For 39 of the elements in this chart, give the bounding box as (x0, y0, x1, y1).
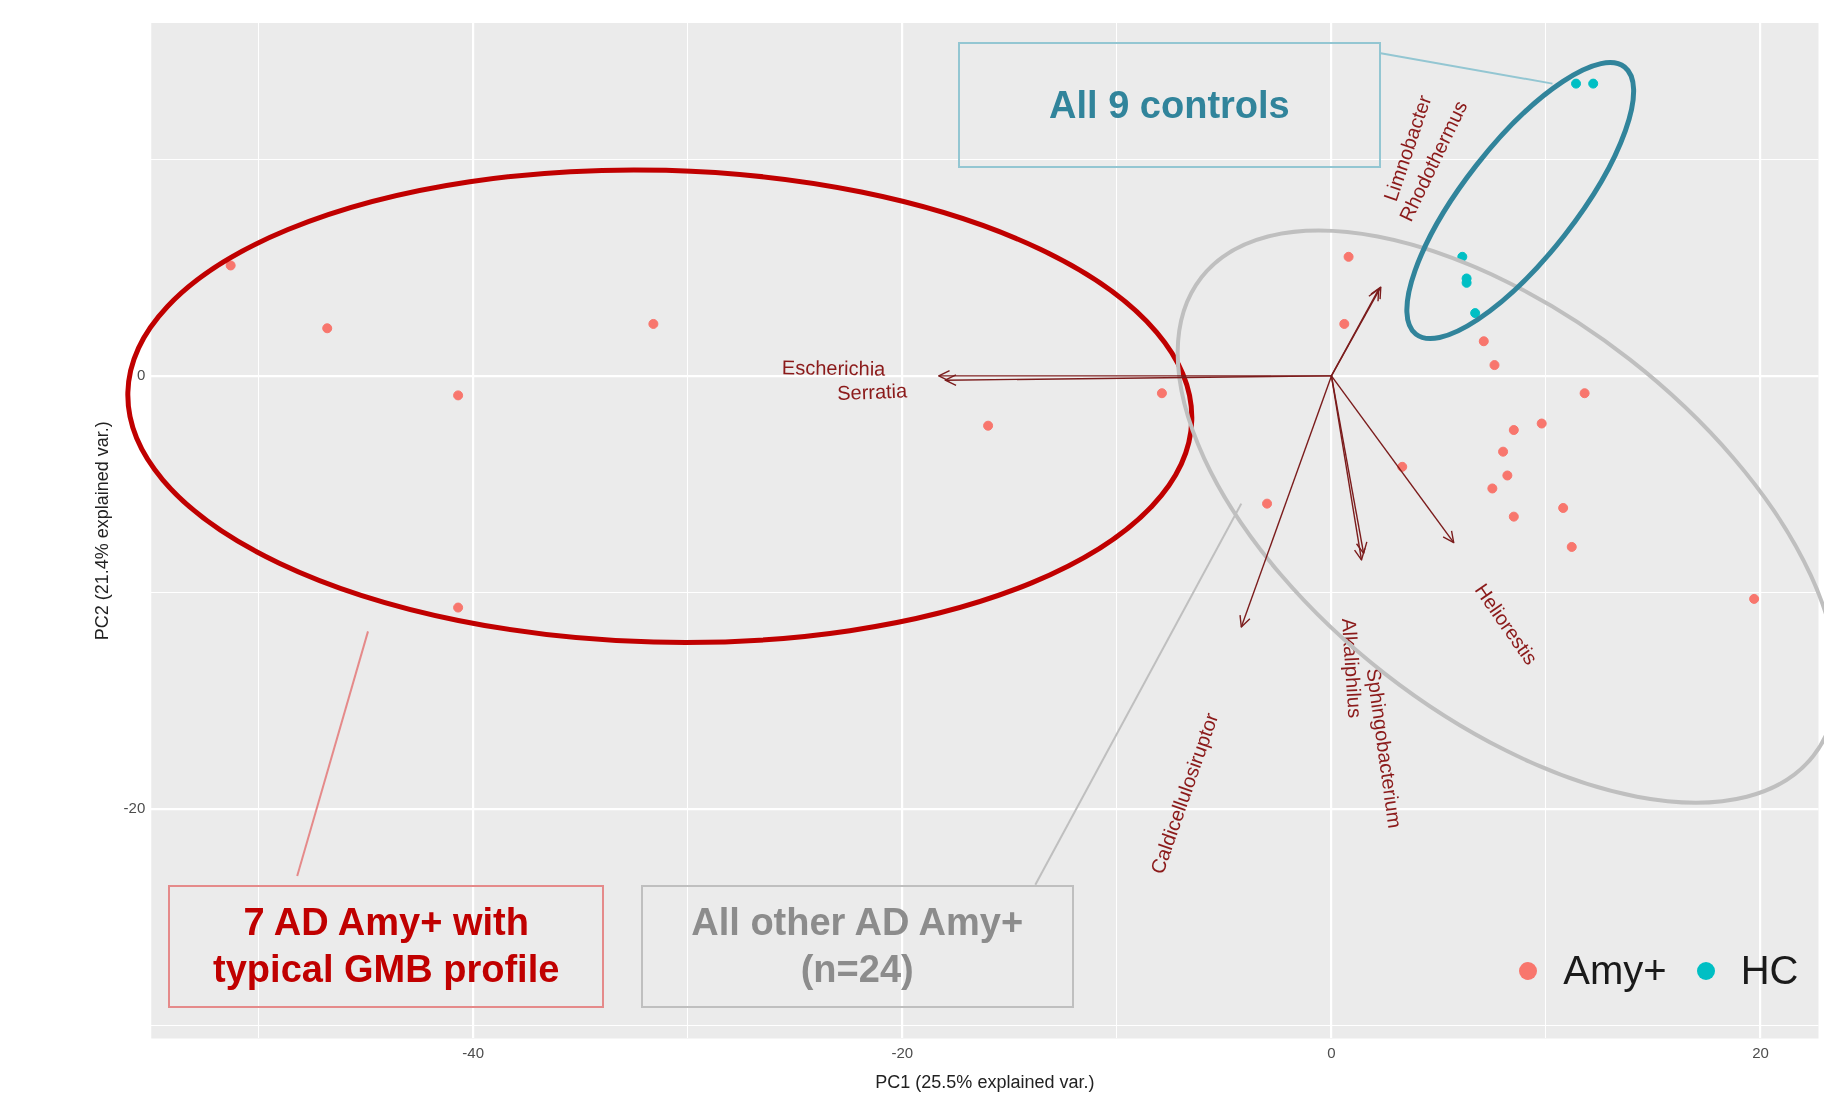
point (1536, 418, 1547, 429)
annotation: 7 AD Amy+ with typical GMB profile (212, 899, 561, 993)
y-axis-title: PC2 (21.4% explained var.) (91, 421, 112, 641)
annotation: All 9 controls (1049, 82, 1290, 128)
point (1579, 388, 1590, 399)
annotation: All other AD Amy+ (n=24) (690, 899, 1025, 993)
point (1498, 446, 1509, 457)
legend-label: HC (1740, 948, 1799, 994)
point (1566, 541, 1577, 552)
legend-label: Amy+ (1563, 948, 1667, 994)
point (1508, 425, 1519, 436)
point (1749, 593, 1760, 604)
x-axis-title: PC1 (25.5% explained var.) (875, 1072, 1095, 1093)
point (1588, 78, 1599, 89)
point (1470, 308, 1481, 319)
point (1508, 511, 1519, 522)
point (1339, 318, 1350, 329)
point (1343, 251, 1354, 262)
annotation: Serratia (836, 379, 909, 405)
point (1502, 470, 1513, 481)
x-tick-label: 0 (1327, 1043, 1336, 1061)
point (1397, 461, 1408, 472)
point (983, 420, 994, 431)
point (453, 602, 464, 613)
point (1558, 502, 1569, 513)
point (1478, 336, 1489, 347)
point (322, 323, 333, 334)
annotation: Escherichia (781, 356, 887, 380)
x-tick-label: 20 (1752, 1043, 1769, 1061)
point (1156, 388, 1167, 399)
point (1487, 483, 1498, 494)
point (453, 390, 464, 401)
x-tick-label: -40 (462, 1043, 484, 1061)
point (648, 318, 659, 329)
point (225, 260, 236, 271)
x-tick-label: -20 (891, 1043, 914, 1061)
point (1571, 78, 1582, 89)
point (1262, 498, 1273, 509)
point (1489, 360, 1500, 371)
